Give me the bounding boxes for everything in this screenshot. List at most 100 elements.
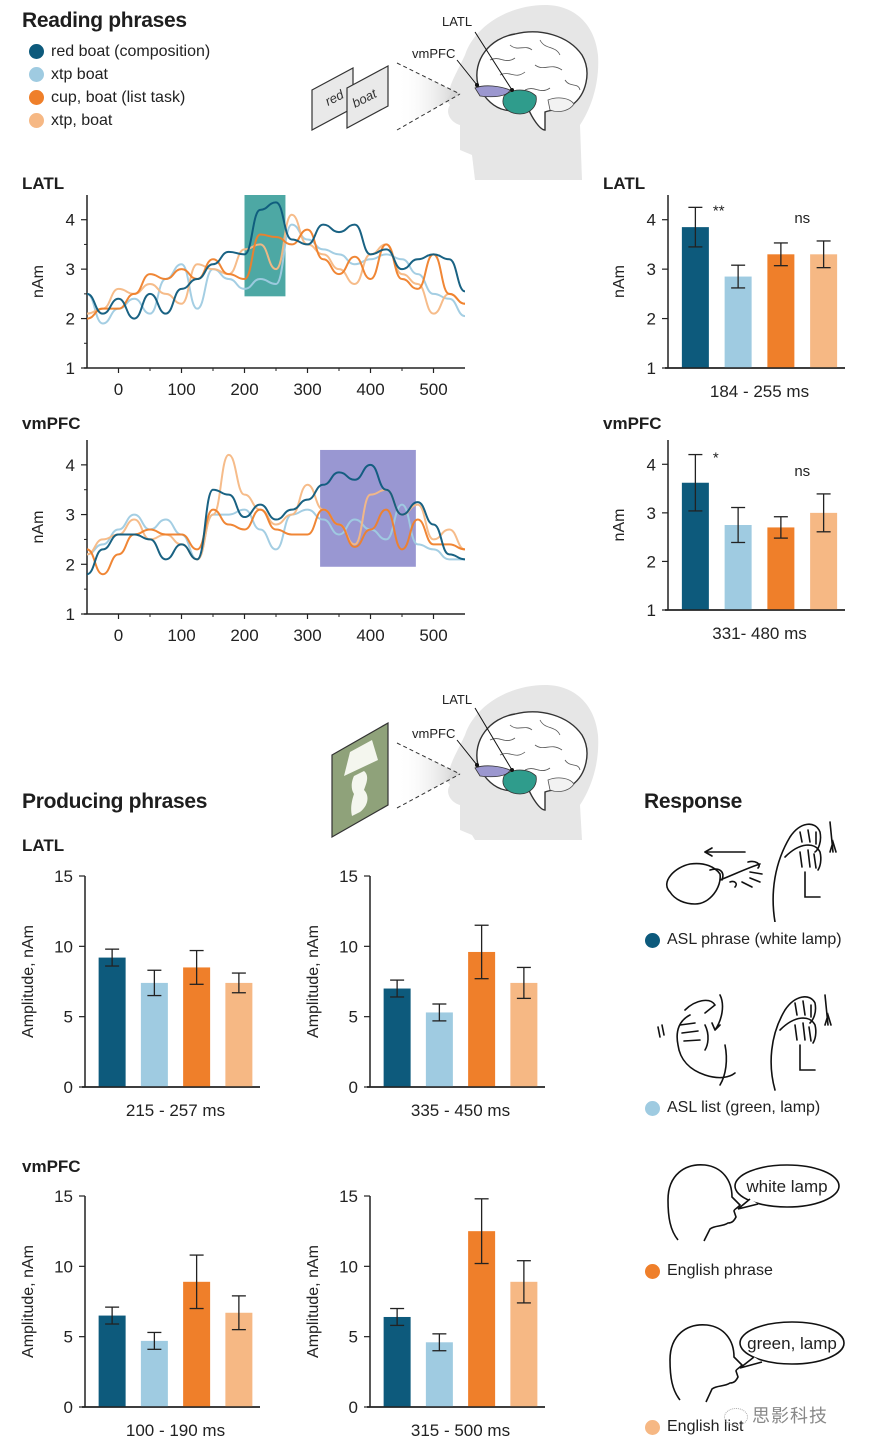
vmpfc-region xyxy=(474,85,511,98)
latl-label: LATL xyxy=(442,14,472,29)
legend-swatch-icon xyxy=(645,1263,660,1279)
reading-latl-title: LATL xyxy=(22,174,65,193)
speech-bubble-text: white lamp xyxy=(745,1177,827,1196)
y-tick-label: 2 xyxy=(647,552,656,571)
x-tick-label: 200 xyxy=(230,626,258,645)
legend-item: red boat (composition) xyxy=(29,40,210,63)
bar-3 xyxy=(225,982,253,1087)
response-item-asl-list: ASL list (green, lamp) xyxy=(645,1099,820,1117)
y-tick-label: 2 xyxy=(66,310,75,329)
bar-3 xyxy=(510,982,538,1087)
significance-annotation: * xyxy=(713,450,719,467)
series-line-0 xyxy=(86,201,466,320)
vmpfc-label: vmPFC xyxy=(412,726,455,741)
response-item-english-list: English list xyxy=(645,1418,743,1436)
y-tick-label: 0 xyxy=(64,1398,73,1417)
y-tick-label: 4 xyxy=(647,211,656,230)
series-line-2 xyxy=(86,508,466,576)
y-tick-label: 0 xyxy=(349,1398,358,1417)
bar-0 xyxy=(383,1316,411,1407)
y-tick-label: 15 xyxy=(339,1187,358,1206)
bar-3 xyxy=(810,254,838,368)
x-axis-label: 215 - 257 ms xyxy=(126,1101,225,1120)
significance-annotation: ns xyxy=(794,210,810,227)
legend-label: red boat (composition) xyxy=(51,42,211,60)
y-tick-label: 3 xyxy=(66,260,75,279)
y-tick-label: 10 xyxy=(339,937,358,956)
bar-0 xyxy=(681,227,709,368)
reading-vmpfc-bars-title: vmPFC xyxy=(603,414,662,433)
y-tick-label: 2 xyxy=(647,310,656,329)
bar-1 xyxy=(140,982,168,1087)
y-tick-label: 10 xyxy=(54,937,73,956)
y-axis-label: nAm xyxy=(611,265,628,298)
y-tick-label: 15 xyxy=(339,867,358,886)
lamp-icon xyxy=(344,740,378,816)
bar-0 xyxy=(98,957,126,1087)
y-tick-label: 10 xyxy=(339,1257,358,1276)
legend-label: xtp, boat xyxy=(51,111,113,129)
y-tick-label: 1 xyxy=(647,359,656,378)
watermark: 思影科技 xyxy=(724,1402,828,1428)
reading-latl-bars-title: LATL xyxy=(603,174,646,193)
x-axis-label: 100 - 190 ms xyxy=(126,1421,225,1440)
y-tick-label: 15 xyxy=(54,1187,73,1206)
reading-title: Reading phrases xyxy=(22,9,187,32)
y-tick-label: 3 xyxy=(66,506,75,525)
reading-vmpfc-bar-chart: 1 2 3 4 nAm 331- 480 ms * ns xyxy=(611,440,845,643)
x-axis-label: 331- 480 ms xyxy=(712,624,807,643)
x-tick-label: 300 xyxy=(293,380,321,399)
legend-swatch-icon xyxy=(29,67,44,82)
response-item-asl-phrase: ASL phrase (white lamp) xyxy=(645,931,842,949)
producing-latl-late-chart: 0 5 10 15 Amplitude, nAm 335 - 450 ms xyxy=(305,867,545,1120)
bar-0 xyxy=(98,1315,126,1407)
legend-item: xtp boat xyxy=(29,63,210,86)
bar-2 xyxy=(767,254,795,368)
bar-2 xyxy=(183,967,211,1087)
brain-icon xyxy=(456,31,588,131)
legend-label: xtp boat xyxy=(51,65,108,83)
x-axis-label: 184 - 255 ms xyxy=(710,382,809,401)
legend-item: xtp, boat xyxy=(29,109,210,132)
x-tick-label: 0 xyxy=(114,380,123,399)
y-tick-label: 5 xyxy=(64,1328,73,1347)
series-line-1 xyxy=(86,223,466,325)
legend-swatch-icon xyxy=(29,113,44,128)
word-card-boat: boat xyxy=(346,64,389,130)
significance-annotation: ns xyxy=(794,463,810,480)
x-axis-label: 315 - 500 ms xyxy=(411,1421,510,1440)
y-tick-label: 3 xyxy=(647,260,656,279)
bar-1 xyxy=(140,1340,168,1407)
x-tick-label: 200 xyxy=(230,380,258,399)
x-tick-label: 500 xyxy=(419,626,447,645)
y-axis-label: Amplitude, nAm xyxy=(305,925,322,1038)
response-title: Response xyxy=(644,790,742,813)
y-tick-label: 2 xyxy=(66,555,75,574)
x-tick-label: 100 xyxy=(167,626,195,645)
significance-annotation: ** xyxy=(713,202,725,219)
legend-swatch-icon xyxy=(29,44,44,59)
response-label: ASL phrase (white lamp) xyxy=(667,931,842,948)
speech-bubble-text: green, lamp xyxy=(747,1334,837,1353)
series-line-2 xyxy=(86,228,466,320)
y-tick-label: 5 xyxy=(349,1328,358,1347)
vmpfc-region xyxy=(474,765,511,778)
bar-0 xyxy=(383,988,411,1087)
english-phrase-speaker-icon: white lamp xyxy=(667,1164,840,1242)
reading-vmpfc-title: vmPFC xyxy=(22,414,81,433)
y-tick-label: 1 xyxy=(66,359,75,378)
legend-swatch-icon xyxy=(645,1419,660,1435)
y-tick-label: 1 xyxy=(66,605,75,624)
y-tick-label: 4 xyxy=(66,456,75,475)
latl-label: LATL xyxy=(442,692,472,707)
legend-item: cup, boat (list task) xyxy=(29,86,210,109)
y-axis-label: Amplitude, nAm xyxy=(20,925,37,1038)
reading-legend: red boat (composition) xtp boat cup, boa… xyxy=(29,40,210,132)
asl-list-signs-icon xyxy=(657,994,832,1091)
reading-latl-timecourse-chart: 1 2 3 4 nAm 0 100 200 300 400 500 xyxy=(30,195,466,399)
y-tick-label: 1 xyxy=(647,601,656,620)
y-axis-label: Amplitude, nAm xyxy=(20,1245,37,1358)
y-tick-label: 5 xyxy=(64,1008,73,1027)
x-tick-label: 400 xyxy=(356,626,384,645)
producing-latl-title: LATL xyxy=(22,836,65,855)
